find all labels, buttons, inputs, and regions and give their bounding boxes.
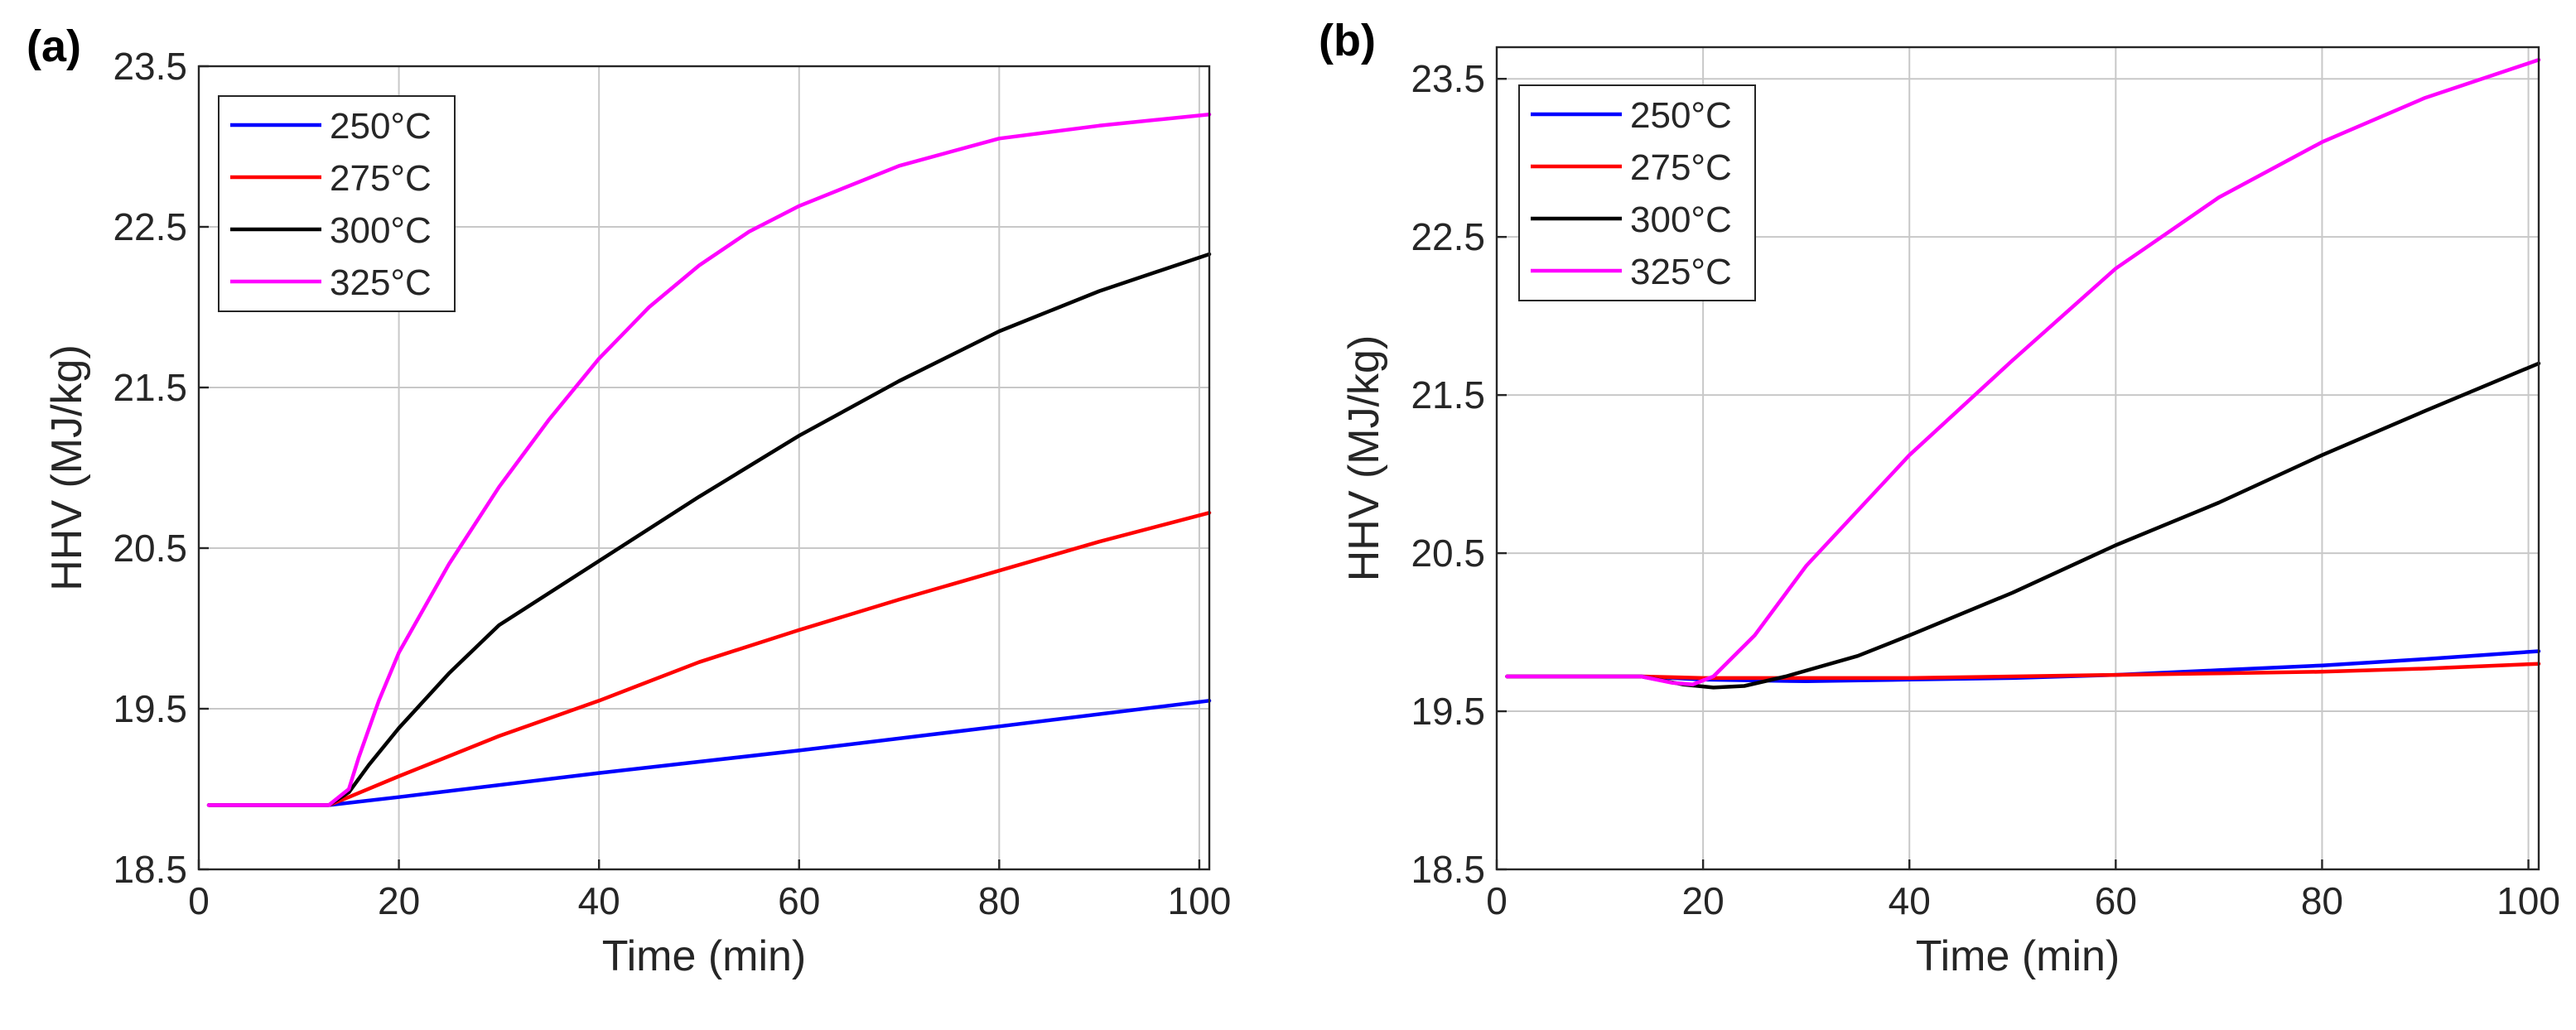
legend: 250°C 275°C 300°C 325°C (218, 95, 456, 312)
x-tick-label: 20 (378, 879, 420, 922)
legend-entry-label: 300°C (1630, 200, 1732, 240)
x-tick-label: 80 (2301, 879, 2343, 922)
legend-entry-label: 325°C (330, 262, 432, 303)
series-line-300c (206, 252, 1212, 807)
legend-entry-label: 325°C (1630, 252, 1732, 292)
panel-label: (a) (27, 22, 81, 71)
y-tick-label: 18.5 (113, 848, 187, 891)
series-line-275c (1505, 662, 2541, 681)
legend-entry-label: 250°C (1630, 95, 1732, 136)
chart-panel-a: 0 20 40 60 80 100 18.5 19.5 20.5 21.5 22.5 23.5 Time… (27, 22, 1231, 980)
x-tick-label: 40 (1889, 879, 1931, 922)
y-tick-label: 23.5 (1411, 57, 1485, 100)
legend: 250°C 275°C 300°C 325°C (1518, 84, 1756, 301)
y-tick-label: 21.5 (1411, 373, 1485, 416)
y-tick-label: 18.5 (1411, 848, 1485, 891)
x-tick-label: 0 (1486, 879, 1507, 922)
x-tick-label: 0 (188, 879, 210, 922)
y-tick-label: 20.5 (113, 527, 187, 570)
y-tick-label: 19.5 (1411, 690, 1485, 733)
y-axis-title: HHV (MJ/kg) (43, 344, 91, 591)
legend-entry-label: 275°C (1630, 147, 1732, 188)
y-tick-label: 19.5 (113, 687, 187, 730)
series-line-325c (1505, 58, 2541, 686)
y-tick-label: 22.5 (1411, 215, 1485, 258)
y-tick-label: 21.5 (113, 366, 187, 409)
y-tick-label: 23.5 (113, 45, 187, 88)
legend-box (1518, 84, 1756, 301)
x-tick-label: 40 (578, 879, 620, 922)
series-line-300c (1505, 361, 2541, 690)
series-line-275c (206, 511, 1212, 807)
x-tick-label: 80 (978, 879, 1020, 922)
panel-label: (b) (1319, 16, 1376, 65)
x-tick-label: 20 (1682, 879, 1725, 922)
plot-frame (1495, 46, 2540, 871)
x-tick-label: 60 (778, 879, 820, 922)
plot-frame (197, 65, 1211, 871)
legend-entry-label: 300°C (330, 210, 432, 251)
x-axis-title: Time (min) (1916, 932, 2120, 980)
legend-entry-label: 275°C (330, 158, 432, 199)
legend-entry-label: 250°C (330, 106, 432, 147)
y-tick-label: 22.5 (113, 205, 187, 248)
x-tick-label: 100 (2496, 879, 2560, 922)
x-tick-label: 60 (2095, 879, 2137, 922)
x-tick-label: 100 (1168, 879, 1232, 922)
y-axis-title: HHV (MJ/kg) (1340, 335, 1388, 582)
x-axis-title: Time (min) (602, 932, 807, 980)
series-line-325c (206, 112, 1212, 807)
legend-box (218, 95, 456, 312)
y-tick-label: 20.5 (1411, 532, 1485, 575)
chart-panel-b: 0 20 40 60 80 100 18.5 19.5 20.5 21.5 22.5 23.5 Time… (1319, 16, 2560, 980)
